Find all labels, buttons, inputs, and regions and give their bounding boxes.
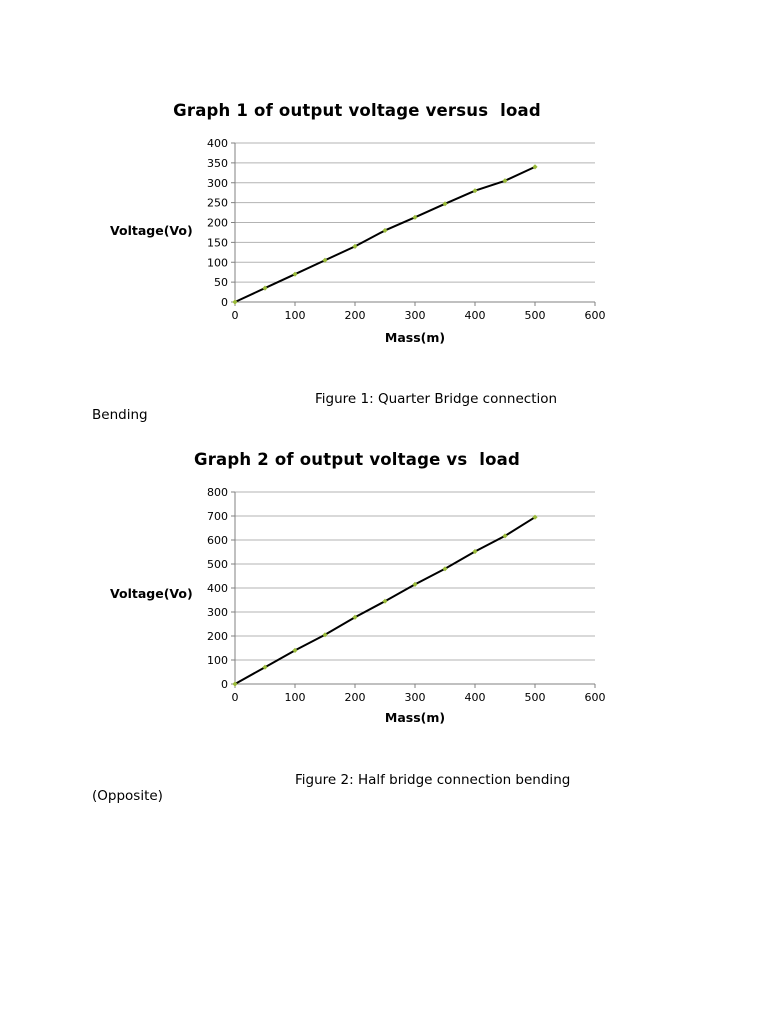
svg-text:200: 200 <box>207 630 228 643</box>
svg-text:500: 500 <box>525 309 546 322</box>
svg-text:500: 500 <box>525 691 546 704</box>
svg-text:250: 250 <box>207 197 228 210</box>
svg-text:400: 400 <box>465 691 486 704</box>
svg-text:200: 200 <box>345 691 366 704</box>
svg-text:500: 500 <box>207 558 228 571</box>
svg-text:300: 300 <box>207 606 228 619</box>
svg-text:200: 200 <box>207 217 228 230</box>
svg-text:300: 300 <box>207 177 228 190</box>
svg-text:0: 0 <box>232 309 239 322</box>
svg-text:50: 50 <box>214 276 228 289</box>
figure1-caption: Figure 1: Quarter Bridge connection <box>315 391 558 407</box>
graph2-y-axis-title: Voltage(Vo) <box>110 586 193 601</box>
svg-text:0: 0 <box>232 691 239 704</box>
svg-text:300: 300 <box>405 691 426 704</box>
graph1-y-axis-title: Voltage(Vo) <box>110 223 193 238</box>
svg-text:600: 600 <box>207 534 228 547</box>
svg-text:400: 400 <box>207 582 228 595</box>
svg-text:0: 0 <box>221 678 228 691</box>
svg-text:100: 100 <box>207 256 228 269</box>
svg-text:200: 200 <box>345 309 366 322</box>
svg-text:600: 600 <box>585 309 606 322</box>
svg-text:400: 400 <box>465 309 486 322</box>
svg-text:100: 100 <box>285 691 306 704</box>
svg-text:0: 0 <box>221 296 228 309</box>
svg-text:400: 400 <box>207 137 228 150</box>
svg-text:350: 350 <box>207 157 228 170</box>
svg-text:100: 100 <box>207 654 228 667</box>
graph1-x-axis-title: Mass(m) <box>384 330 446 345</box>
figure2-caption: Figure 2: Half bridge connection bending <box>295 772 571 788</box>
graph1-chart: 0 100 200 300 400 500 600 0 50 100 150 200 250 300 350… <box>207 137 606 322</box>
figure1-caption-continued: Bending <box>92 407 148 423</box>
svg-text:100: 100 <box>285 309 306 322</box>
svg-text:800: 800 <box>207 486 228 499</box>
svg-text:300: 300 <box>405 309 426 322</box>
graph2-title: Graph 2 of output voltage vs load <box>193 450 521 469</box>
svg-text:600: 600 <box>585 691 606 704</box>
figure2-caption-continued: (Opposite) <box>92 788 163 804</box>
svg-text:150: 150 <box>207 236 228 249</box>
svg-text:700: 700 <box>207 510 228 523</box>
graph1-title: Graph 1 of output voltage versus load <box>173 101 541 120</box>
graph2-chart: 0 100 200 300 400 500 600 0 100 200 300 400 500 600 70… <box>207 486 606 704</box>
graph2-x-axis-title: Mass(m) <box>384 710 446 725</box>
